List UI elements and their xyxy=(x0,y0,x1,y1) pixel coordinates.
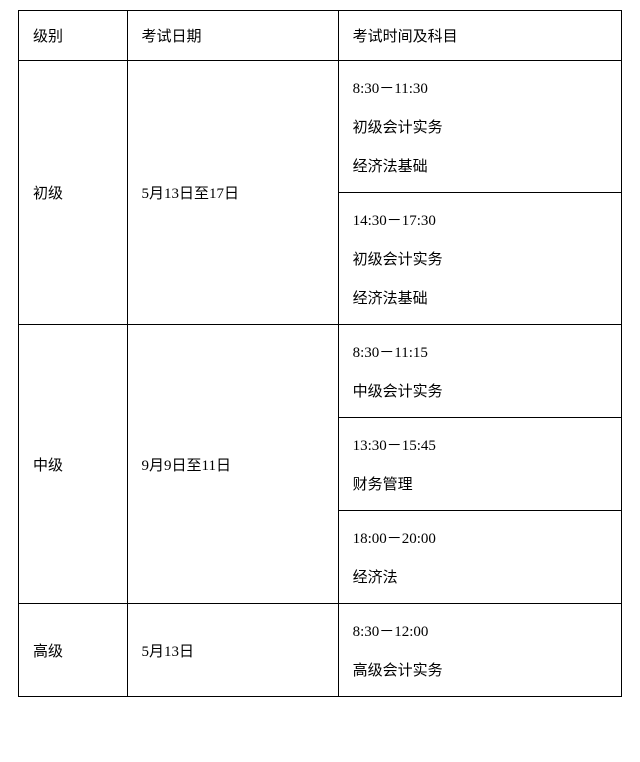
schedule-cell: 18:00－20:00 经济法 xyxy=(338,511,621,604)
session-time: 18:00－20:00 xyxy=(353,527,607,548)
session-time: 8:30－12:00 xyxy=(353,620,607,641)
session-subject: 经济法基础 xyxy=(353,287,607,308)
session-time: 13:30－15:45 xyxy=(353,434,607,455)
level-cell: 初级 xyxy=(19,61,128,325)
date-cell: 5月13日 xyxy=(127,604,338,697)
schedule-cell: 13:30－15:45 财务管理 xyxy=(338,418,621,511)
session-subject: 经济法 xyxy=(353,566,607,587)
table-row: 中级 9月9日至11日 8:30－11:15 中级会计实务 xyxy=(19,325,622,418)
table-row: 初级 5月13日至17日 8:30－11:30 初级会计实务 经济法基础 xyxy=(19,61,622,193)
session-time: 14:30－17:30 xyxy=(353,209,607,230)
session-subject: 财务管理 xyxy=(353,473,607,494)
date-cell: 9月9日至11日 xyxy=(127,325,338,604)
session-subject: 经济法基础 xyxy=(353,155,607,176)
session-subject: 初级会计实务 xyxy=(353,248,607,269)
schedule-cell: 8:30－12:00 高级会计实务 xyxy=(338,604,621,697)
schedule-cell: 8:30－11:15 中级会计实务 xyxy=(338,325,621,418)
schedule-cell: 8:30－11:30 初级会计实务 经济法基础 xyxy=(338,61,621,193)
session-time: 8:30－11:15 xyxy=(353,341,607,362)
table-header-row: 级别 考试日期 考试时间及科目 xyxy=(19,11,622,61)
level-cell: 高级 xyxy=(19,604,128,697)
session-subject: 初级会计实务 xyxy=(353,116,607,137)
schedule-cell: 14:30－17:30 初级会计实务 经济法基础 xyxy=(338,193,621,325)
session-time: 8:30－11:30 xyxy=(353,77,607,98)
level-cell: 中级 xyxy=(19,325,128,604)
session-subject: 高级会计实务 xyxy=(353,659,607,680)
table-row: 高级 5月13日 8:30－12:00 高级会计实务 xyxy=(19,604,622,697)
exam-schedule-table: 级别 考试日期 考试时间及科目 初级 5月13日至17日 8:30－11:30 … xyxy=(18,10,622,697)
session-subject: 中级会计实务 xyxy=(353,380,607,401)
header-date: 考试日期 xyxy=(127,11,338,61)
header-level: 级别 xyxy=(19,11,128,61)
header-schedule: 考试时间及科目 xyxy=(338,11,621,61)
date-cell: 5月13日至17日 xyxy=(127,61,338,325)
